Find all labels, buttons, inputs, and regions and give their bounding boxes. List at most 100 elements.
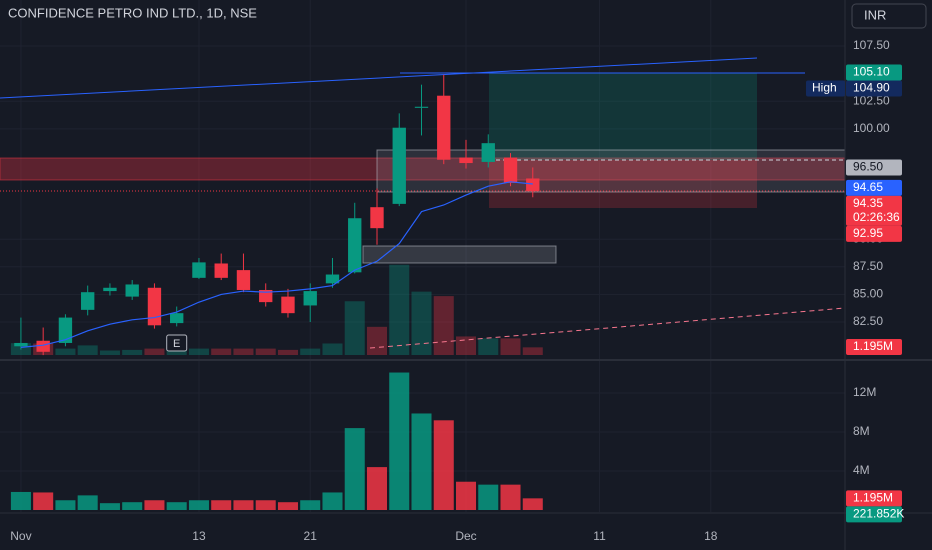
volume-bar <box>500 484 521 510</box>
trend-line <box>0 57 758 99</box>
x-tick-label: 21 <box>304 529 318 543</box>
candle-body <box>236 270 251 290</box>
candle-body <box>370 207 384 229</box>
target-zone <box>489 73 757 160</box>
volume-bar <box>300 500 321 510</box>
price-tag-label: 94.65 <box>853 180 883 194</box>
volume-overlay-bar <box>344 301 365 355</box>
candle-body <box>214 263 228 278</box>
price-tag <box>846 64 902 81</box>
candle-body <box>147 287 162 326</box>
candle-body <box>125 284 139 297</box>
volume-overlay-bar <box>99 350 120 355</box>
price-tag <box>846 80 902 97</box>
candle-body <box>170 313 184 324</box>
volume-bar <box>144 500 165 510</box>
volume-overlay-bar <box>255 348 276 355</box>
candle-body <box>192 262 206 278</box>
candle-body <box>303 291 317 306</box>
volume-bar <box>322 492 343 510</box>
volume-bar <box>233 500 254 510</box>
box <box>362 245 557 264</box>
volume-overlay-bar <box>322 343 343 355</box>
countdown: 02:26:36 <box>853 210 900 224</box>
volume-bar <box>211 500 232 510</box>
y-tick-label: 82.50 <box>853 314 883 328</box>
volume-overlay-bar <box>522 347 543 355</box>
candle-body <box>103 287 117 292</box>
volume-tag <box>846 506 902 523</box>
volume-tag-label: 221.852K <box>853 507 904 521</box>
volume-bar <box>188 500 209 510</box>
volume-overlay-bar <box>122 349 143 355</box>
candle-body <box>36 340 50 352</box>
volume-overlay-bar <box>411 291 432 355</box>
volume-bar <box>344 428 365 510</box>
volume-overlay-bar <box>166 349 187 355</box>
volume-overlay-bar <box>300 348 321 355</box>
volume-bar <box>277 502 298 510</box>
x-tick-label: Nov <box>10 529 31 543</box>
volume-overlay-bar <box>277 349 298 355</box>
moving-average <box>20 181 533 348</box>
volume-bar <box>411 413 432 510</box>
price-tag <box>846 179 902 196</box>
candle-body <box>503 157 518 183</box>
volume-overlay-bar <box>455 336 477 355</box>
price-tag <box>846 195 902 226</box>
candle-body <box>81 292 95 310</box>
marks: E <box>10 74 543 510</box>
volume-bar <box>455 481 477 510</box>
candle-body <box>392 127 406 204</box>
volume-bar <box>433 420 454 510</box>
volume-overlay-bar <box>211 348 232 355</box>
currency[interactable]: INR <box>864 7 886 22</box>
y-tick-label: 87.50 <box>853 259 883 273</box>
volume-tick-label: 12M <box>853 385 876 399</box>
y-tick-label: 102.50 <box>853 93 890 107</box>
name-tag-label: High <box>812 81 837 95</box>
volume-overlay-bar <box>55 348 76 355</box>
price-tag-label: 92.95 <box>853 226 883 240</box>
volume-overlay <box>10 264 543 355</box>
volume-tag-label: 1.195M <box>853 491 893 505</box>
volume-bar <box>10 491 31 510</box>
candle-body <box>58 317 73 343</box>
currency-button[interactable] <box>851 3 927 29</box>
price-tag <box>846 225 902 242</box>
volume-bar <box>522 498 543 510</box>
candle-body <box>459 157 473 164</box>
candle-body <box>526 178 540 192</box>
trend-line <box>369 307 846 349</box>
y-tick-label: 85.00 <box>853 287 883 301</box>
volume-overlay-bar <box>233 348 254 355</box>
price-tag <box>846 159 902 176</box>
candle-body <box>414 106 429 108</box>
volume-bar <box>77 495 98 510</box>
price-tag-label: 96.50 <box>853 160 883 174</box>
candle-body <box>437 95 451 160</box>
volume-overlay-bar <box>478 338 499 355</box>
candle-body <box>348 218 362 273</box>
volume-overlay-bar <box>366 326 388 355</box>
volume-tag <box>846 490 902 507</box>
event-marker-box <box>166 334 188 352</box>
chart-title: CONFIDENCE PETRO IND LTD., 1D, NSE <box>8 5 257 20</box>
x-tick-label: 13 <box>192 529 206 543</box>
volume-tag-label: 1.195M <box>853 339 893 353</box>
volume-bar <box>366 467 388 510</box>
volume-overlay-bar <box>389 264 410 355</box>
volume-overlay-bar <box>500 338 521 355</box>
x-tick-label: 11 <box>593 529 606 543</box>
volume-tag <box>846 339 902 355</box>
volume-overlay-bar <box>188 348 209 355</box>
candle-body <box>259 289 273 303</box>
volume-bar <box>122 502 143 510</box>
y-tick-label: 107.50 <box>853 38 890 52</box>
volume-overlay-bar <box>77 345 98 355</box>
labels: 107.50102.50100.0090.0087.5085.0082.5012… <box>10 38 904 543</box>
event-marker: E <box>173 338 180 350</box>
volume-bar <box>255 500 276 510</box>
y-tick-label: 100.00 <box>853 121 890 135</box>
